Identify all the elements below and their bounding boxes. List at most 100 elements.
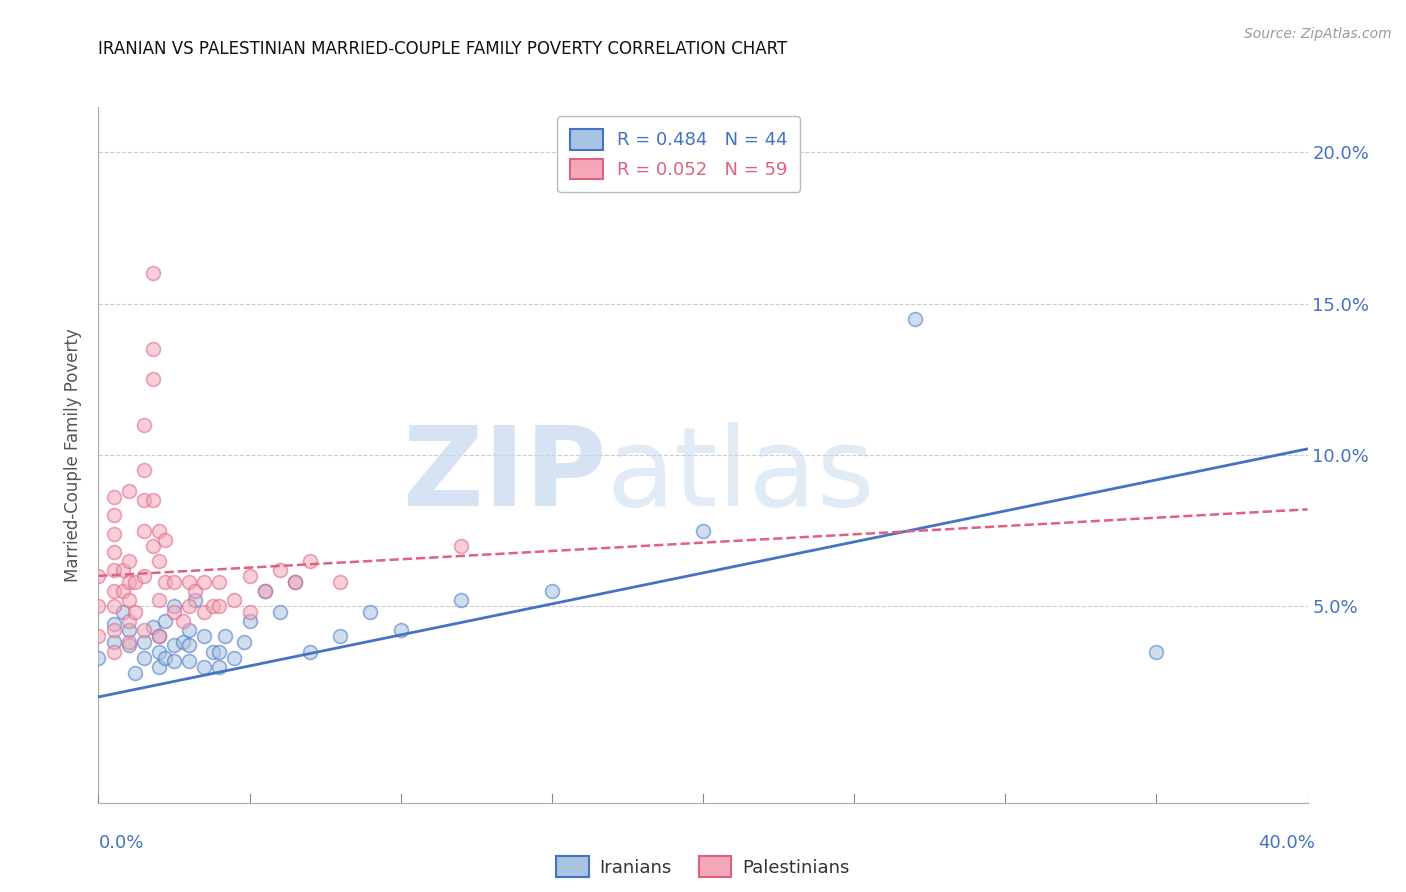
- Text: IRANIAN VS PALESTINIAN MARRIED-COUPLE FAMILY POVERTY CORRELATION CHART: IRANIAN VS PALESTINIAN MARRIED-COUPLE FA…: [98, 40, 787, 58]
- Point: [179, 654, 201, 668]
- Point: [118, 624, 141, 638]
- Point: [132, 635, 155, 649]
- Point: [142, 372, 165, 386]
- Point: [284, 574, 307, 589]
- Point: [163, 654, 186, 668]
- Point: [202, 644, 225, 658]
- Point: [179, 639, 201, 653]
- Point: [153, 574, 176, 589]
- Point: [163, 599, 186, 614]
- Point: [142, 267, 165, 281]
- Point: [132, 569, 155, 583]
- Point: [118, 574, 141, 589]
- Point: [124, 574, 146, 589]
- Text: Source: ZipAtlas.com: Source: ZipAtlas.com: [1244, 27, 1392, 41]
- Point: [118, 639, 141, 653]
- Point: [193, 659, 215, 673]
- Point: [118, 593, 141, 607]
- Point: [329, 574, 352, 589]
- Point: [904, 311, 927, 326]
- Point: [269, 605, 291, 619]
- Point: [111, 563, 134, 577]
- Point: [124, 665, 146, 680]
- Point: [103, 545, 125, 559]
- Point: [163, 639, 186, 653]
- Point: [153, 650, 176, 665]
- Point: [103, 599, 125, 614]
- Point: [450, 593, 472, 607]
- Point: [132, 524, 155, 538]
- Point: [132, 463, 155, 477]
- Point: [148, 554, 170, 568]
- Point: [163, 574, 186, 589]
- Point: [118, 615, 141, 629]
- Point: [142, 539, 165, 553]
- Point: [103, 635, 125, 649]
- Point: [153, 615, 176, 629]
- Point: [148, 644, 170, 658]
- Point: [179, 624, 201, 638]
- Point: [208, 644, 231, 658]
- Point: [103, 526, 125, 541]
- Point: [103, 563, 125, 577]
- Point: [184, 593, 207, 607]
- Point: [124, 605, 146, 619]
- Point: [179, 599, 201, 614]
- Point: [142, 493, 165, 508]
- Point: [202, 599, 225, 614]
- Text: 0.0%: 0.0%: [98, 834, 143, 852]
- Point: [239, 615, 262, 629]
- Legend: Iranians, Palestinians: Iranians, Palestinians: [550, 849, 856, 884]
- Point: [269, 563, 291, 577]
- Point: [389, 624, 412, 638]
- Point: [103, 490, 125, 504]
- Point: [208, 599, 231, 614]
- Point: [118, 484, 141, 499]
- Point: [239, 569, 262, 583]
- Y-axis label: Married-Couple Family Poverty: Married-Couple Family Poverty: [65, 328, 83, 582]
- Point: [148, 524, 170, 538]
- Point: [103, 508, 125, 523]
- Point: [142, 342, 165, 356]
- Point: [299, 644, 322, 658]
- Point: [163, 605, 186, 619]
- Point: [132, 493, 155, 508]
- Point: [193, 629, 215, 643]
- Point: [253, 584, 276, 599]
- Point: [450, 539, 472, 553]
- Point: [224, 650, 246, 665]
- Point: [103, 617, 125, 632]
- Point: [118, 554, 141, 568]
- Point: [103, 624, 125, 638]
- Point: [87, 650, 110, 665]
- Point: [148, 659, 170, 673]
- Point: [208, 574, 231, 589]
- Point: [193, 605, 215, 619]
- Point: [148, 629, 170, 643]
- Point: [239, 605, 262, 619]
- Point: [142, 620, 165, 634]
- Point: [172, 615, 194, 629]
- Point: [103, 644, 125, 658]
- Point: [329, 629, 352, 643]
- Point: [214, 629, 236, 643]
- Point: [224, 593, 246, 607]
- Point: [132, 417, 155, 432]
- Point: [208, 659, 231, 673]
- Point: [148, 629, 170, 643]
- Point: [179, 574, 201, 589]
- Point: [360, 605, 382, 619]
- Point: [172, 635, 194, 649]
- Point: [132, 650, 155, 665]
- Point: [87, 599, 110, 614]
- Point: [87, 629, 110, 643]
- Point: [299, 554, 322, 568]
- Point: [193, 574, 215, 589]
- Point: [184, 584, 207, 599]
- Point: [103, 584, 125, 599]
- Point: [111, 584, 134, 599]
- Point: [284, 574, 307, 589]
- Text: atlas: atlas: [606, 422, 875, 529]
- Point: [153, 533, 176, 547]
- Point: [87, 569, 110, 583]
